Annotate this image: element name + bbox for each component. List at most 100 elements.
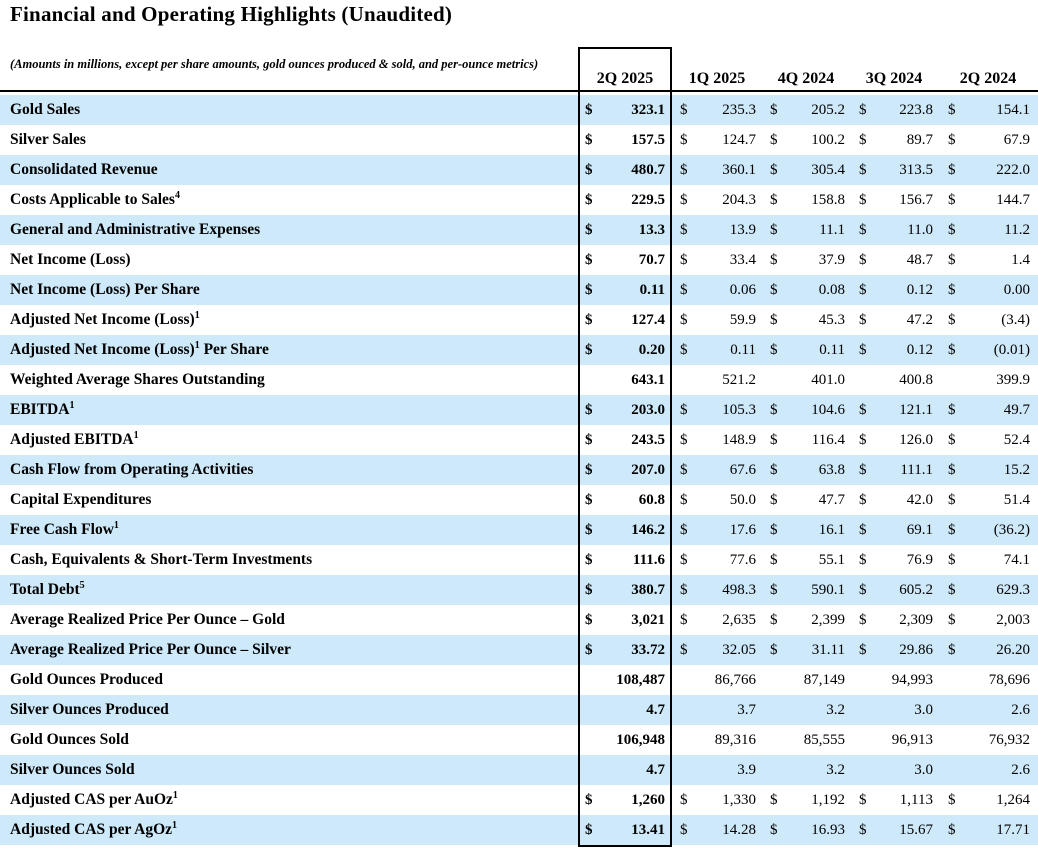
table-row: Gold Ounces Produced 108,487 86,766 87,1… bbox=[0, 665, 1038, 695]
value-cell-2q2025: $3,021 bbox=[585, 611, 665, 628]
dollar-sign: $ bbox=[585, 461, 593, 478]
value-cell-2q2025: $111.6 bbox=[585, 551, 665, 568]
value-cell-4q2024: 401.0 bbox=[811, 371, 845, 388]
dollar-sign: $ bbox=[859, 611, 867, 628]
row-label: Weighted Average Shares Outstanding bbox=[10, 371, 265, 388]
dollar-sign: $ bbox=[948, 641, 956, 658]
value-cell-4q2024: $55.1 bbox=[770, 551, 845, 568]
value-cell-1q2025: $50.0 bbox=[680, 491, 756, 508]
value-cell-2q2025: 643.1 bbox=[631, 371, 665, 388]
dollar-sign: $ bbox=[770, 491, 778, 508]
dollar-sign: $ bbox=[859, 221, 867, 238]
value-cell-4q2024: $2,399 bbox=[770, 611, 845, 628]
dollar-sign: $ bbox=[680, 521, 688, 538]
dollar-sign: $ bbox=[680, 581, 688, 598]
table-row: General and Administrative Expenses $13.… bbox=[0, 215, 1038, 245]
dollar-sign: $ bbox=[948, 551, 956, 568]
value-cell-2q2025: $243.5 bbox=[585, 431, 665, 448]
footnote-superscript: 4 bbox=[174, 190, 180, 202]
dollar-sign: $ bbox=[770, 251, 778, 268]
table-row: Net Income (Loss) Per Share $0.11 $0.06 … bbox=[0, 275, 1038, 305]
value-cell-4q2024: $0.11 bbox=[770, 341, 845, 358]
dollar-sign: $ bbox=[948, 311, 956, 328]
value-cell-3q2024: 3.0 bbox=[914, 701, 933, 718]
value-cell-2q2024: $52.4 bbox=[948, 431, 1030, 448]
dollar-sign: $ bbox=[680, 461, 688, 478]
dollar-sign: $ bbox=[859, 491, 867, 508]
dollar-sign: $ bbox=[948, 791, 956, 808]
value-cell-2q2024: $1.4 bbox=[948, 251, 1030, 268]
value-cell-1q2025: $105.3 bbox=[680, 401, 756, 418]
table-row: Cash Flow from Operating Activities $207… bbox=[0, 455, 1038, 485]
value-cell-4q2024: $16.93 bbox=[770, 821, 845, 838]
value-cell-2q2024: 76,932 bbox=[988, 731, 1030, 748]
row-label: Free Cash Flow1 bbox=[10, 520, 119, 539]
dollar-sign: $ bbox=[770, 221, 778, 238]
row-label: EBITDA1 bbox=[10, 400, 75, 419]
dollar-sign: $ bbox=[770, 611, 778, 628]
value-cell-1q2025: $59.9 bbox=[680, 311, 756, 328]
footnote-superscript: 1 bbox=[133, 430, 139, 442]
value-cell-1q2025: $33.4 bbox=[680, 251, 756, 268]
value-cell-1q2025: 89,316 bbox=[714, 731, 756, 748]
value-cell-2q2024: $1,264 bbox=[948, 791, 1030, 808]
value-cell-1q2025: $32.05 bbox=[680, 641, 756, 658]
value-cell-2q2025: $380.7 bbox=[585, 581, 665, 598]
value-cell-3q2024: 94,993 bbox=[891, 671, 933, 688]
dollar-sign: $ bbox=[680, 311, 688, 328]
dollar-sign: $ bbox=[859, 641, 867, 658]
dollar-sign: $ bbox=[859, 341, 867, 358]
value-cell-2q2024: 78,696 bbox=[988, 671, 1030, 688]
value-cell-2q2024: $11.2 bbox=[948, 221, 1030, 238]
dollar-sign: $ bbox=[770, 131, 778, 148]
dollar-sign: $ bbox=[859, 311, 867, 328]
table-row: Adjusted Net Income (Loss)1 Per Share $0… bbox=[0, 335, 1038, 365]
dollar-sign: $ bbox=[948, 401, 956, 418]
dollar-sign: $ bbox=[680, 641, 688, 658]
value-cell-2q2024: $51.4 bbox=[948, 491, 1030, 508]
value-cell-2q2025: $0.11 bbox=[585, 281, 665, 298]
dollar-sign: $ bbox=[948, 611, 956, 628]
value-cell-2q2024: 399.9 bbox=[996, 371, 1030, 388]
value-cell-2q2025: $13.3 bbox=[585, 221, 665, 238]
dollar-sign: $ bbox=[680, 191, 688, 208]
value-cell-4q2024: 3.2 bbox=[826, 701, 845, 718]
dollar-sign: $ bbox=[859, 551, 867, 568]
value-cell-3q2024: 96,913 bbox=[891, 731, 933, 748]
dollar-sign: $ bbox=[859, 521, 867, 538]
value-cell-2q2024: $49.7 bbox=[948, 401, 1030, 418]
column-header-4q2024: 4Q 2024 bbox=[777, 70, 835, 87]
value-cell-2q2024: $629.3 bbox=[948, 581, 1030, 598]
value-cell-3q2024: $89.7 bbox=[859, 131, 933, 148]
row-label: Adjusted CAS per AuOz1 bbox=[10, 790, 178, 809]
value-cell-2q2024: $ (0.01) bbox=[948, 341, 1030, 358]
value-cell-2q2025: $33.72 bbox=[585, 641, 665, 658]
dollar-sign: $ bbox=[680, 401, 688, 418]
value-cell-1q2025: $124.7 bbox=[680, 131, 756, 148]
dollar-sign: $ bbox=[585, 791, 593, 808]
value-cell-3q2024: $48.7 bbox=[859, 251, 933, 268]
table-row: Adjusted CAS per AuOz1 $1,260 $1,330 $1,… bbox=[0, 785, 1038, 815]
column-header-2q2024: 2Q 2024 bbox=[959, 70, 1017, 87]
value-cell-3q2024: $126.0 bbox=[859, 431, 933, 448]
value-cell-3q2024: $69.1 bbox=[859, 521, 933, 538]
value-cell-1q2025: $148.9 bbox=[680, 431, 756, 448]
dollar-sign: $ bbox=[948, 281, 956, 298]
value-cell-4q2024: $158.8 bbox=[770, 191, 845, 208]
value-cell-4q2024: $47.7 bbox=[770, 491, 845, 508]
dollar-sign: $ bbox=[585, 341, 593, 358]
value-cell-2q2025: 4.7 bbox=[646, 701, 665, 718]
value-cell-1q2025: $17.6 bbox=[680, 521, 756, 538]
dollar-sign: $ bbox=[770, 641, 778, 658]
row-label: Consolidated Revenue bbox=[10, 161, 158, 178]
table-row: Costs Applicable to Sales4 $229.5 $204.3… bbox=[0, 185, 1038, 215]
table-row: Net Income (Loss) $70.7 $33.4 $37.9 $48.… bbox=[0, 245, 1038, 275]
dollar-sign: $ bbox=[680, 101, 688, 118]
row-label: Capital Expenditures bbox=[10, 491, 152, 508]
dollar-sign: $ bbox=[859, 581, 867, 598]
row-label: Gold Ounces Produced bbox=[10, 671, 164, 688]
dollar-sign: $ bbox=[585, 431, 593, 448]
value-cell-2q2025: $70.7 bbox=[585, 251, 665, 268]
dollar-sign: $ bbox=[859, 131, 867, 148]
row-label: Average Realized Price Per Ounce – Gold bbox=[10, 611, 285, 628]
